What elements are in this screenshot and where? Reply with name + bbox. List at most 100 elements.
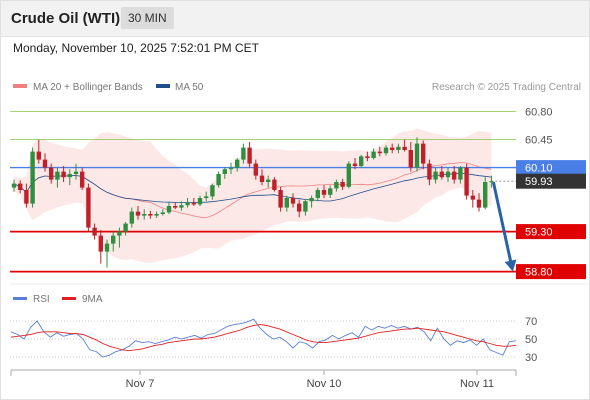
candle-body [321,190,327,195]
candle-body [142,214,147,216]
candle-body [284,198,289,208]
candle-body [290,198,296,204]
candle-body [390,147,395,150]
candle-body [247,147,252,164]
candle-body [228,167,234,170]
forecast-arrow-shaft [491,181,514,268]
candle-body [334,182,339,189]
candle-body [315,190,320,198]
candle-body [49,167,54,180]
candle-body [383,147,389,154]
candle-body [160,212,165,214]
candle-body [340,182,345,187]
candle-body [377,151,382,154]
ma50-line [13,172,492,203]
ma50-legend-label: MA 50 [175,82,204,93]
candle-body [439,171,444,178]
candle-body [80,171,85,188]
candle-body [61,171,66,178]
candle-body [135,211,141,216]
candle-body [235,159,240,168]
chart-header: Crude Oil (WTI) 30 MIN [0,0,590,37]
candle-body [173,206,178,208]
candle-body [272,179,277,190]
candle-body [476,199,482,208]
candle-body [421,143,426,164]
ma9-legend-label: 9MA [82,294,103,305]
candle-body [427,163,432,180]
candle-body [216,174,221,186]
candle-body [111,235,116,244]
x-tick-label: Nov 11 [460,378,494,390]
candle-body [55,171,60,180]
candle-body [433,171,438,180]
level-tag-59.30 [516,224,586,240]
candle-body [414,143,420,168]
candle-body [470,195,475,200]
candle-body [402,146,407,150]
candle-body [86,187,91,228]
candle-body [191,202,196,205]
candle-body [30,151,35,204]
candle-body [253,163,258,176]
candle-body [92,227,97,236]
level-tag-58.80 [516,264,586,280]
candle-body [346,163,351,187]
candle-body [98,235,103,252]
candle-body [204,196,209,198]
timeframe-badge[interactable]: 30 MIN [121,7,174,29]
candle-body [408,150,413,168]
ma50-legend-swatch [156,84,170,88]
candle-body [179,205,184,208]
candle-body [154,214,159,216]
candle-body [352,163,358,166]
candle-body [73,171,79,174]
candle-body [36,151,41,160]
candle-body [452,171,457,180]
candle-body [42,159,48,168]
candle-body [309,198,314,202]
candle-body [222,169,227,174]
rsi-tick-label: 50 [525,334,537,346]
forecast-arrow-head [504,259,517,272]
rsi-legend-swatch [13,297,27,300]
candle-body [303,201,308,212]
level-label-60.45: 60.45 [525,135,553,147]
research-credit: Research © 2025 Trading Central [432,82,581,93]
rsi-9ma-line [10,324,517,352]
rsi-legend-label: RSI [33,294,50,305]
candle-body [458,167,463,180]
candle-body [445,171,451,178]
level-label-58.80: 58.80 [525,267,553,279]
candle-body [129,211,134,224]
candle-body [185,202,190,206]
instrument-title: Crude Oil (WTI) [11,10,121,27]
candle-body [104,243,110,252]
candle-body [210,185,215,197]
timestamp: Monday, November 10, 2025 7:52:01 PM CET [13,41,259,55]
candle-body [166,206,172,213]
candle-body [371,151,376,158]
candle-body [123,223,128,232]
candle-body [266,179,271,182]
candle-body [67,174,72,178]
level-tag-59.93 [516,173,586,189]
rsi-line [10,318,517,358]
candle-body [197,198,203,205]
candle-body [11,183,17,188]
ma9-legend-swatch [62,297,76,300]
level-tag-60.10 [516,160,586,176]
candle-body [328,188,333,195]
candle-body [396,146,401,150]
candle-body [464,167,469,196]
level-label-60.80: 60.80 [525,107,553,119]
candle-body [278,190,283,208]
level-label-60.10: 60.10 [525,163,553,175]
candle-body [365,156,370,158]
candle-body [148,214,153,216]
rsi-tick-label: 30 [525,352,537,364]
candle-body [259,175,265,182]
candle-body [489,181,494,183]
rsi-tick-label: 70 [525,316,537,328]
